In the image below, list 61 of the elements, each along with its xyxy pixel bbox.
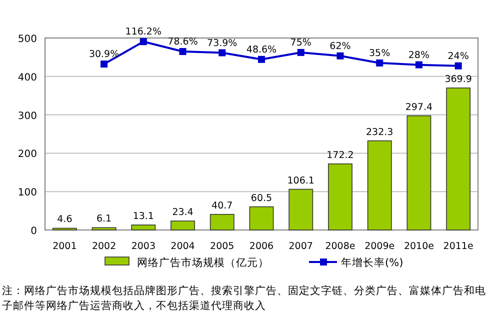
bar [170,220,195,230]
point [336,52,344,60]
x-tick-label: 2002 [92,241,116,252]
data-label: 6.1 [96,214,112,225]
x-tick-label: 2009e [364,241,395,252]
y-tick-label: 400 [18,72,37,84]
text: 注：网络广告市场规模包括品牌图形广告、搜索引擎广告、固定文字链、分类广告、富媒体广告和电子邮件等网络广告运营商收入，不包括渠道代理商收入 [2,284,487,314]
data-label: 73.9% [207,38,238,49]
data-label: 116.2% [125,26,162,38]
x-tick-label: 2011e [443,241,474,252]
data-label: 24% [448,50,469,62]
point [140,38,147,46]
point [415,61,422,68]
x-tick-label: 2003 [131,241,156,252]
bar [367,140,392,230]
x-tick-label: 2007 [288,241,313,252]
data-label: 172.2 [326,150,354,161]
y-tick-label: 200 [18,149,37,160]
data-label: 35% [369,48,390,59]
point [297,48,304,56]
bar [210,214,234,230]
data-label: 75% [290,37,312,48]
data-label: 60.5 [250,192,272,204]
bar [249,206,274,230]
bar [328,163,352,230]
y-tick-label: 100 [18,188,37,199]
data-label: 40.7 [212,200,233,212]
data-label: 78.6% [168,36,198,48]
x-tick-label: 2005 [210,241,234,252]
data-label: 369.9 [444,74,472,85]
bar [406,115,432,230]
y-tick-label: 500 [18,34,37,45]
data-label: 297.4 [405,102,433,113]
y-tick-label: 300 [18,110,37,122]
y-tick-label: 0 [30,226,37,237]
data-label: 28% [408,50,430,61]
data-label: 106.1 [287,175,314,186]
data-label: 4.6 [57,214,72,226]
point [218,49,226,56]
point [179,48,186,56]
x-tick-label: 2001 [52,241,77,252]
bar [92,227,116,230]
point [454,62,462,70]
bar [131,224,156,230]
bar [446,88,471,230]
data-label: 30.9% [88,49,120,60]
point [376,59,384,66]
data-label: 48.6% [246,44,277,56]
data-label: 13.1 [132,210,154,222]
x-tick-label: 2006 [249,241,274,252]
x-tick-label: 2004 [170,241,195,252]
data-label: 23.4 [172,207,194,218]
data-label: 232.3 [366,126,394,138]
x-tick-label: 2010e [404,241,434,252]
data-label: 62% [330,40,351,52]
legend-label: 网络广告市场规模（亿元） [137,256,269,269]
legend-label: 年增长率(%) [341,256,404,269]
bar [288,188,314,230]
point [258,56,265,63]
x-tick-label: 2008e [325,241,356,252]
point [100,60,108,68]
